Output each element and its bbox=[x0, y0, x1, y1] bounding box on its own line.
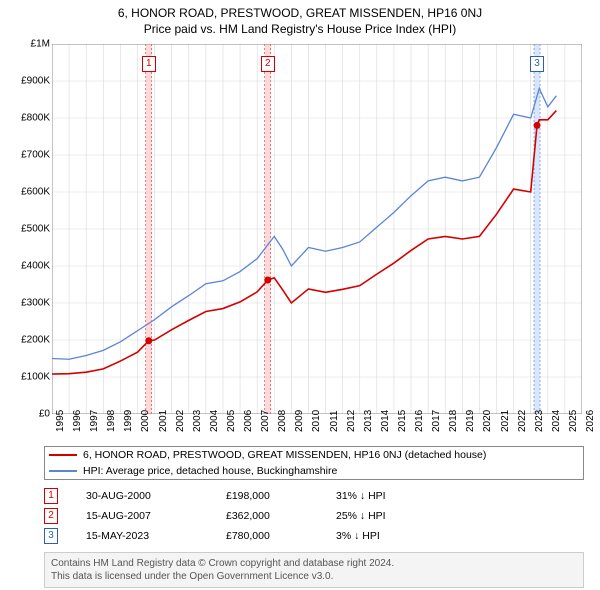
x-tick-label: 2026 bbox=[585, 410, 600, 432]
y-tick-label: £800K bbox=[6, 113, 50, 124]
y-tick-label: £0 bbox=[6, 409, 50, 420]
legend: 6, HONOR ROAD, PRESTWOOD, GREAT MISSENDE… bbox=[44, 446, 584, 480]
legend-label: 6, HONOR ROAD, PRESTWOOD, GREAT MISSENDE… bbox=[83, 449, 486, 461]
y-tick-label: £200K bbox=[6, 335, 50, 346]
y-tick-label: £600K bbox=[6, 187, 50, 198]
chart-subtitle: Price paid vs. HM Land Registry's House … bbox=[0, 20, 600, 36]
sales-diff: 25% ↓ HPI bbox=[336, 510, 446, 522]
legend-label: HPI: Average price, detached house, Buck… bbox=[83, 465, 337, 477]
sales-price: £362,000 bbox=[226, 510, 336, 522]
attribution-line2: This data is licensed under the Open Gov… bbox=[51, 570, 577, 583]
sales-marker: 3 bbox=[44, 528, 58, 544]
sales-diff: 3% ↓ HPI bbox=[336, 530, 446, 542]
sale-marker-1: 1 bbox=[142, 56, 156, 72]
sales-table: 1 30-AUG-2000£198,00031% ↓ HPI 2 15-AUG-200… bbox=[44, 486, 584, 546]
plot-svg bbox=[52, 44, 582, 414]
y-tick-label: £900K bbox=[6, 76, 50, 87]
attribution-line1: Contains HM Land Registry data © Crown c… bbox=[51, 557, 577, 570]
sales-price: £780,000 bbox=[226, 530, 336, 542]
y-tick-label: £500K bbox=[6, 224, 50, 235]
sales-row: 1 30-AUG-2000£198,00031% ↓ HPI bbox=[44, 486, 584, 506]
legend-swatch bbox=[49, 454, 77, 456]
y-tick-label: £300K bbox=[6, 298, 50, 309]
y-tick-label: £100K bbox=[6, 372, 50, 383]
sale-point-1 bbox=[145, 337, 152, 344]
sales-date: 15-MAY-2023 bbox=[86, 530, 226, 542]
sales-row: 2 15-AUG-2007£362,00025% ↓ HPI bbox=[44, 506, 584, 526]
sales-row: 3 15-MAY-2023£780,0003% ↓ HPI bbox=[44, 526, 584, 546]
sale-point-3 bbox=[534, 122, 541, 129]
chart-area: 1 2 3 bbox=[52, 44, 582, 414]
y-tick-label: £1M bbox=[6, 39, 50, 50]
sale-point-2 bbox=[264, 277, 271, 284]
legend-row: 6, HONOR ROAD, PRESTWOOD, GREAT MISSENDE… bbox=[45, 447, 583, 463]
sales-marker: 1 bbox=[44, 488, 58, 504]
attribution-box: Contains HM Land Registry data © Crown c… bbox=[44, 552, 584, 588]
legend-swatch bbox=[49, 470, 77, 472]
chart-container: 6, HONOR ROAD, PRESTWOOD, GREAT MISSENDE… bbox=[0, 0, 600, 590]
sale-marker-2: 2 bbox=[261, 56, 275, 72]
sales-marker: 2 bbox=[44, 508, 58, 524]
y-tick-label: £700K bbox=[6, 150, 50, 161]
sales-price: £198,000 bbox=[226, 490, 336, 502]
sales-date: 15-AUG-2007 bbox=[86, 510, 226, 522]
chart-title: 6, HONOR ROAD, PRESTWOOD, GREAT MISSENDE… bbox=[0, 0, 600, 20]
legend-row: HPI: Average price, detached house, Buck… bbox=[45, 463, 583, 479]
sales-diff: 31% ↓ HPI bbox=[336, 490, 446, 502]
y-tick-label: £400K bbox=[6, 261, 50, 272]
sale-marker-3: 3 bbox=[530, 56, 544, 72]
sales-date: 30-AUG-2000 bbox=[86, 490, 226, 502]
